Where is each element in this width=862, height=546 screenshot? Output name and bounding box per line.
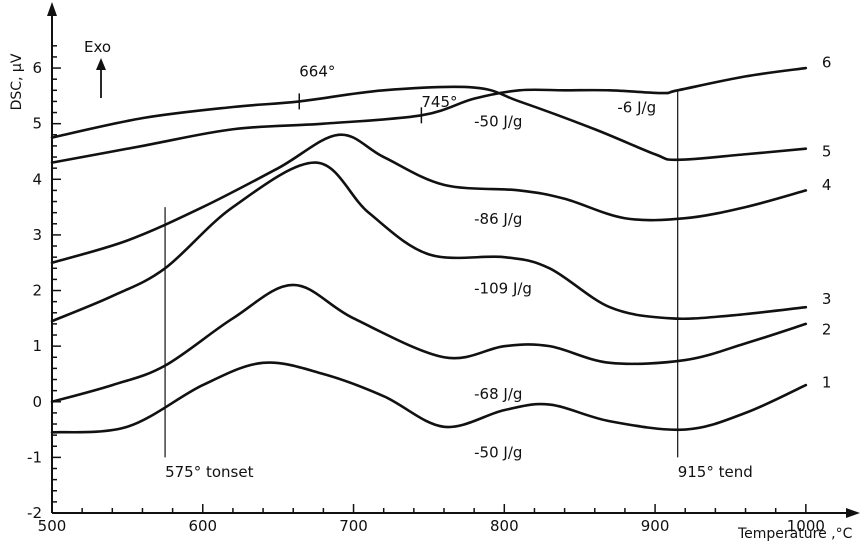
x-tick-label: 500 [38,517,67,535]
x-axis-label: Temperature ,°C [737,526,853,542]
exo-arrow-head [96,58,106,70]
y-tick-label: -2 [27,504,42,522]
chart-annotation: -109 J/g [474,279,532,297]
curve-number-label: 4 [822,176,832,194]
series-line-6 [50,85,808,162]
chart-annotation: -86 J/g [474,210,522,228]
chart-annotation: 575° tonset [165,463,254,481]
chart-annotation: -6 J/g [617,99,656,117]
curve-number-label: 6 [822,53,832,71]
series-line-2 [50,283,808,404]
series-line-3 [50,161,808,323]
chart-annotation: 664° [299,62,335,80]
y-tick-label: 3 [32,226,42,244]
series-line-1 [50,361,808,434]
curve-number-label: 3 [822,290,832,308]
x-tick-label: 900 [641,517,670,535]
y-tick-label: 0 [32,393,42,411]
exo-label: Exo [84,38,111,56]
curve-number-label: 2 [822,320,832,338]
x-tick-label: 1000 [787,517,825,535]
y-tick-label: -1 [27,448,42,466]
x-tick-label: 800 [490,517,519,535]
y-tick-label: 5 [32,115,42,133]
chart-annotation: 915° tend [678,463,753,481]
y-axis-label: DSC, μV [9,53,25,110]
x-tick-label: 700 [339,517,368,535]
y-tick-label: 4 [32,170,42,188]
chart-series [50,66,808,434]
curve-number-label: 5 [822,142,832,160]
series-line-5 [50,66,808,164]
y-axis-arrow [47,2,57,16]
series-line-4 [50,133,808,265]
chart-annotation: 745° [421,93,457,111]
chart-axes: 500 600 700 800 900 1000 -2 -1 0 1 2 3 4 5 6 [27,2,860,535]
curve-number-label: 1 [822,373,832,391]
x-axis-arrow [846,508,860,518]
x-tick-label: 600 [188,517,217,535]
chart-annotation: -50 J/g [474,112,522,130]
chart-annotations: 664° 745° -6 J/g -50 J/g -86 J/g -109 J/g -68 … [165,53,831,480]
y-tick-label: 2 [32,282,42,300]
y-tick-label: 1 [32,337,42,355]
chart-annotation: -68 J/g [474,385,522,403]
chart-annotation: -50 J/g [474,443,522,461]
y-tick-label: 6 [32,59,42,77]
